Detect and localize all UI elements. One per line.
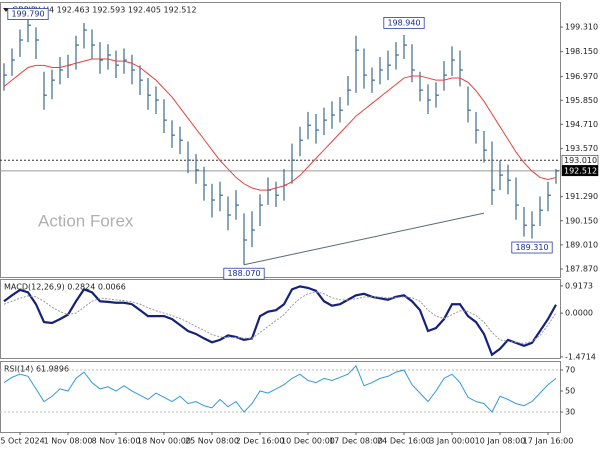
panel-title: MACD(12,26,9) 0.2824 0.0066 <box>4 283 126 292</box>
annotation-box <box>511 241 553 254</box>
y-tick-label: 0.9173 <box>565 281 593 290</box>
annotation-label: 198.940 <box>387 18 420 27</box>
price-label: 192.512 <box>564 166 597 175</box>
series-line <box>3 58 557 191</box>
panel-title: GBPJPY,H4 192.463 192.593 192.405 192.51… <box>12 6 197 15</box>
x-tick-label: 8 Nov 16:00 <box>92 437 141 446</box>
x-tick-label: 3 Jan 00:00 <box>429 437 475 446</box>
x-tick-label: 25 Oct 2024 <box>0 437 45 446</box>
price-panel <box>0 2 561 278</box>
x-tick-label: 10 Dec 00:00 <box>281 437 335 446</box>
series-line <box>3 364 557 413</box>
y-tick-label: 198.150 <box>565 47 598 56</box>
x-tick-label: 17 Jan 16:00 <box>523 437 574 446</box>
y-tick-label: 195.850 <box>565 96 598 105</box>
y-tick-label: 189.010 <box>565 240 598 249</box>
price-label-box <box>561 165 599 177</box>
y-tick-label: 191.290 <box>565 192 598 201</box>
x-tick-label: 24 Dec 16:00 <box>377 437 431 446</box>
y-tick-label: 70 <box>565 365 575 374</box>
y-tick-label: 190.150 <box>565 216 598 225</box>
x-tick-label: 1 Nov 08:00 <box>44 437 93 446</box>
annotation-box <box>383 17 425 29</box>
annotation-box <box>223 267 265 280</box>
price-label-box <box>561 155 599 166</box>
price-label: 193.010 <box>564 156 597 165</box>
series-line <box>3 291 557 344</box>
macd-panel <box>0 279 561 359</box>
y-tick-label: 30 <box>565 408 575 417</box>
series-line <box>3 285 557 357</box>
y-tick-label: 0.0000 <box>565 309 593 318</box>
y-tick-label: 193.570 <box>565 144 598 153</box>
y-tick-label: 199.310 <box>565 23 598 32</box>
x-tick-label: 2 Dec 16:00 <box>236 437 285 446</box>
panel-title: RSI(14) 61.9896 <box>4 365 69 374</box>
annotation-box <box>7 8 49 20</box>
y-tick-label: -1.4714 <box>565 352 596 361</box>
y-tick-label: 196.970 <box>565 72 598 81</box>
x-tick-label: 17 Dec 08:00 <box>329 437 383 446</box>
x-tick-label: 10 Jan 08:00 <box>475 437 526 446</box>
x-tick-label: 25 Nov 08:00 <box>185 437 239 446</box>
annotation-label: 199.790 <box>11 10 44 19</box>
trend-line <box>243 212 485 266</box>
x-tick-label: 18 Nov 00:00 <box>137 437 191 446</box>
y-tick-label: 187.870 <box>565 264 598 273</box>
watermark: Action Forex <box>38 211 134 230</box>
y-tick-label: 50 <box>565 387 575 396</box>
y-tick-label: 194.710 <box>565 120 598 129</box>
rsi-panel <box>0 361 561 433</box>
annotation-label: 188.070 <box>227 269 260 278</box>
annotation-label: 189.310 <box>515 243 548 252</box>
